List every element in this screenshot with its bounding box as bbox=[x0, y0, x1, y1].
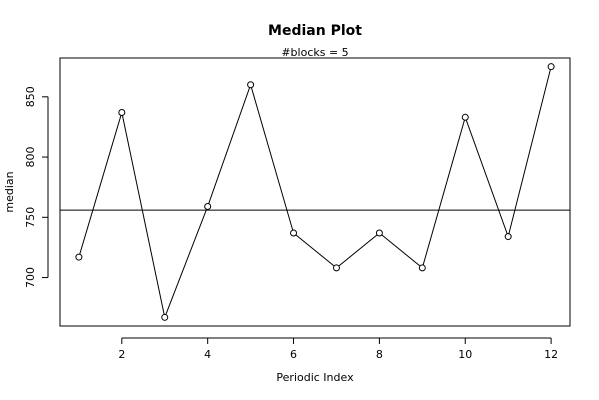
data-point bbox=[461, 113, 469, 121]
data-point bbox=[204, 202, 212, 210]
data-point bbox=[75, 253, 83, 261]
y-axis-label: median bbox=[3, 171, 16, 212]
data-point bbox=[290, 229, 298, 237]
data-point bbox=[375, 229, 383, 237]
x-axis-label: Periodic Index bbox=[276, 371, 354, 384]
median-points bbox=[75, 63, 555, 321]
data-point bbox=[418, 264, 426, 272]
y-tick-label: 750 bbox=[24, 207, 37, 228]
x-tick-label: 12 bbox=[544, 348, 558, 361]
data-point bbox=[332, 264, 340, 272]
y-tick-label: 800 bbox=[24, 147, 37, 168]
x-tick-label: 8 bbox=[376, 348, 383, 361]
x-tick-label: 2 bbox=[118, 348, 125, 361]
y-axis: 700 750 800 850 bbox=[24, 86, 49, 288]
data-point bbox=[118, 108, 126, 116]
y-tick-label: 850 bbox=[24, 86, 37, 107]
data-point bbox=[247, 81, 255, 89]
x-tick-label: 10 bbox=[458, 348, 472, 361]
chart-subtitle: #blocks = 5 bbox=[281, 46, 348, 59]
data-point bbox=[504, 233, 512, 241]
plot-frame bbox=[59, 57, 571, 327]
data-point bbox=[547, 63, 555, 71]
x-tick-label: 4 bbox=[204, 348, 211, 361]
chart-title: Median Plot bbox=[268, 23, 362, 39]
y-tick-label: 700 bbox=[24, 267, 37, 288]
median-series-line bbox=[78, 66, 552, 320]
data-point bbox=[161, 313, 169, 321]
x-tick-label: 6 bbox=[290, 348, 297, 361]
x-axis: 2 4 6 8 10 12 bbox=[118, 337, 558, 361]
